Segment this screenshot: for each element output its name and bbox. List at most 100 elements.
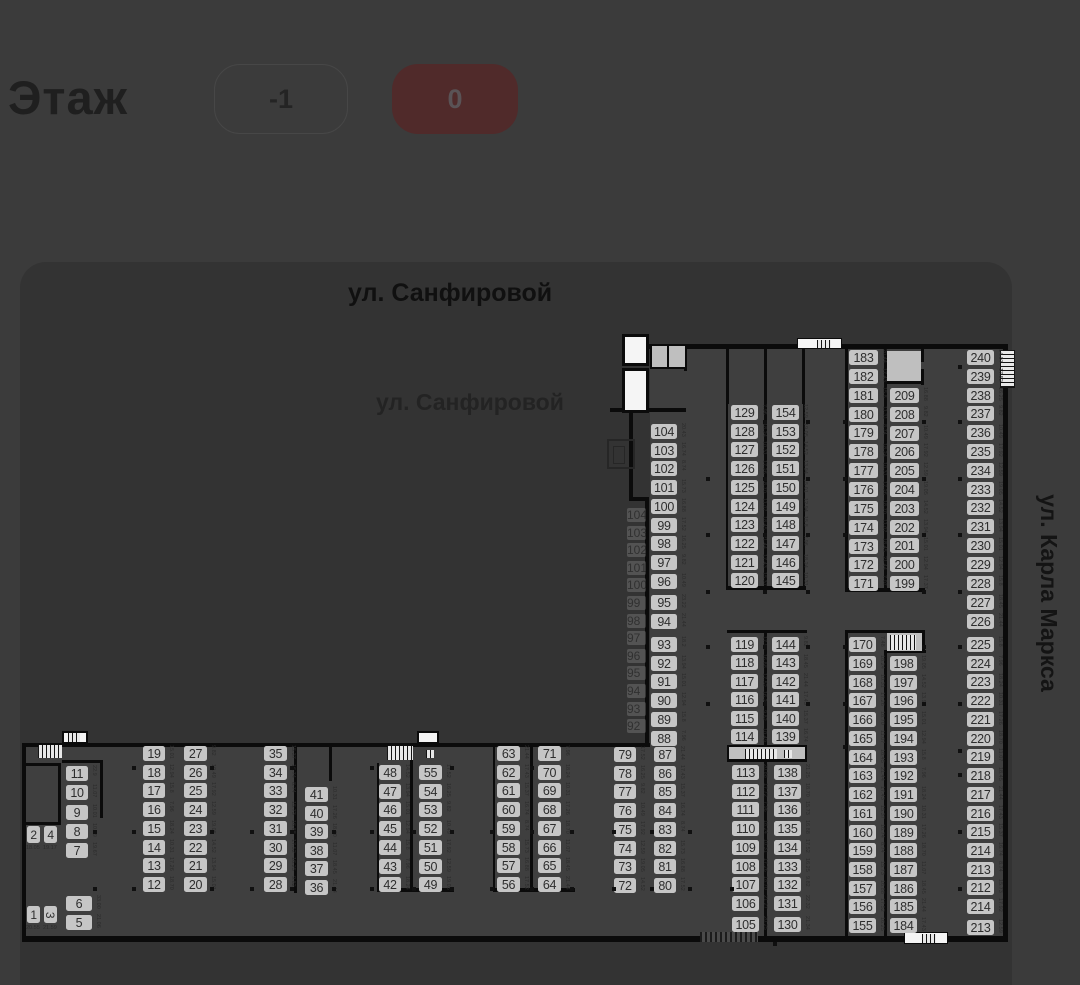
- parking-spot-51[interactable]: 51: [419, 840, 442, 855]
- parking-spot-66[interactable]: 66: [538, 840, 561, 855]
- parking-spot-106[interactable]: 106: [732, 896, 759, 911]
- parking-spot-28[interactable]: 28: [264, 877, 287, 892]
- parking-spot-188[interactable]: 188: [890, 843, 917, 858]
- parking-spot-59[interactable]: 59: [497, 821, 520, 836]
- parking-spot-212[interactable]: 212: [967, 880, 994, 895]
- parking-spot-184[interactable]: 184: [890, 918, 917, 933]
- parking-spot-216[interactable]: 216: [967, 806, 994, 821]
- parking-spot-84[interactable]: 84: [654, 803, 676, 818]
- parking-spot-151[interactable]: 151: [772, 461, 799, 476]
- parking-spot-217[interactable]: 217: [967, 787, 994, 802]
- floor-button-minus1[interactable]: -1: [214, 64, 348, 134]
- parking-spot-136[interactable]: 136: [774, 802, 801, 817]
- parking-spot-197[interactable]: 197: [890, 675, 917, 690]
- parking-spot-142[interactable]: 142: [772, 674, 799, 689]
- parking-spot-108[interactable]: 108: [732, 859, 759, 874]
- parking-spot-79[interactable]: 79: [614, 747, 636, 762]
- parking-spot-30[interactable]: 30: [264, 840, 287, 855]
- parking-spot-192[interactable]: 192: [890, 768, 917, 783]
- parking-spot-40[interactable]: 40: [305, 806, 328, 821]
- parking-spot-206[interactable]: 206: [890, 444, 919, 459]
- parking-spot-57[interactable]: 57: [497, 858, 520, 873]
- parking-spot-132[interactable]: 132: [774, 877, 801, 892]
- parking-spot-49[interactable]: 49: [419, 877, 442, 892]
- parking-spot-234[interactable]: 234: [967, 463, 994, 478]
- parking-spot-182[interactable]: 182: [849, 369, 878, 384]
- parking-spot-141[interactable]: 141: [772, 692, 799, 707]
- parking-spot-224[interactable]: 224: [967, 656, 994, 671]
- parking-spot-137[interactable]: 137: [774, 784, 801, 799]
- parking-spot-89[interactable]: 89: [651, 712, 677, 727]
- parking-spot-41[interactable]: 41: [305, 787, 328, 802]
- parking-spot-190[interactable]: 190: [890, 806, 917, 821]
- parking-spot-172[interactable]: 172: [849, 557, 878, 572]
- parking-spot-195[interactable]: 195: [890, 712, 917, 727]
- parking-spot-215[interactable]: 215: [967, 824, 994, 839]
- parking-spot-221[interactable]: 221: [967, 712, 994, 727]
- parking-spot-95[interactable]: 95: [651, 595, 677, 610]
- parking-spot-229[interactable]: 229: [967, 557, 994, 572]
- parking-spot-219[interactable]: 219: [967, 749, 994, 764]
- parking-spot-237[interactable]: 237: [967, 406, 994, 421]
- parking-spot-32[interactable]: 32: [264, 802, 287, 817]
- parking-spot-167[interactable]: 167: [849, 693, 876, 708]
- parking-spot-62[interactable]: 62: [497, 765, 520, 780]
- parking-spot-6[interactable]: 6: [66, 896, 92, 911]
- parking-spot-169[interactable]: 169: [849, 656, 876, 671]
- parking-spot-148[interactable]: 148: [772, 517, 799, 532]
- parking-spot-173[interactable]: 173: [849, 539, 878, 554]
- parking-spot-99[interactable]: 99: [651, 518, 677, 533]
- parking-spot-134[interactable]: 134: [774, 840, 801, 855]
- parking-spot-140[interactable]: 140: [772, 711, 799, 726]
- parking-spot-236[interactable]: 236: [967, 425, 994, 440]
- parking-spot-9[interactable]: 9: [66, 805, 88, 820]
- parking-spot-83[interactable]: 83: [654, 822, 676, 837]
- parking-spot-21[interactable]: 21: [184, 858, 207, 873]
- parking-spot-204[interactable]: 204: [890, 482, 919, 497]
- parking-spot-75[interactable]: 75: [614, 822, 636, 837]
- parking-spot-71[interactable]: 71: [538, 746, 561, 761]
- parking-spot-214[interactable]: 214: [967, 843, 994, 858]
- parking-spot-121[interactable]: 121: [731, 555, 758, 570]
- parking-spot-73[interactable]: 73: [614, 859, 636, 874]
- parking-spot-35[interactable]: 35: [264, 746, 287, 761]
- parking-spot-47[interactable]: 47: [379, 784, 401, 799]
- parking-spot-181[interactable]: 181: [849, 388, 878, 403]
- parking-spot-53[interactable]: 53: [419, 802, 442, 817]
- parking-spot-161[interactable]: 161: [849, 806, 876, 821]
- parking-spot-38[interactable]: 38: [305, 843, 328, 858]
- parking-spot-114[interactable]: 114: [731, 729, 758, 744]
- parking-spot-208[interactable]: 208: [890, 407, 919, 422]
- parking-spot-13[interactable]: 13: [143, 858, 165, 873]
- parking-spot-1[interactable]: 1: [27, 906, 40, 923]
- parking-spot-220[interactable]: 220: [967, 731, 994, 746]
- parking-spot-152[interactable]: 152: [772, 442, 799, 457]
- parking-spot-209[interactable]: 209: [890, 388, 919, 403]
- parking-spot-145[interactable]: 145: [772, 573, 799, 588]
- parking-spot-156[interactable]: 156: [849, 899, 876, 914]
- parking-spot-11[interactable]: 11: [66, 766, 88, 781]
- parking-spot-18[interactable]: 18: [143, 765, 165, 780]
- parking-spot-233[interactable]: 233: [967, 482, 994, 497]
- parking-spot-33[interactable]: 33: [264, 783, 287, 798]
- parking-spot-226[interactable]: 226: [967, 614, 994, 629]
- parking-spot-101[interactable]: 101: [651, 480, 677, 495]
- parking-spot-185[interactable]: 185: [890, 899, 917, 914]
- parking-spot-100[interactable]: 100: [651, 499, 677, 514]
- parking-spot-103[interactable]: 103: [651, 443, 677, 458]
- parking-spot-54[interactable]: 54: [419, 784, 442, 799]
- parking-spot-64[interactable]: 64: [538, 877, 561, 892]
- parking-spot-92[interactable]: 92: [651, 656, 677, 671]
- parking-spot-130[interactable]: 130: [774, 917, 801, 932]
- parking-spot-77[interactable]: 77: [614, 784, 636, 799]
- parking-spot-113[interactable]: 113: [732, 765, 759, 780]
- parking-spot-3[interactable]: 3: [44, 906, 58, 923]
- parking-spot-52[interactable]: 52: [419, 821, 442, 836]
- parking-spot-235[interactable]: 235: [967, 444, 994, 459]
- parking-spot-70[interactable]: 70: [538, 765, 561, 780]
- parking-spot-202[interactable]: 202: [890, 520, 919, 535]
- parking-spot-179[interactable]: 179: [849, 425, 878, 440]
- parking-spot-7[interactable]: 7: [66, 843, 88, 858]
- parking-spot-44[interactable]: 44: [379, 840, 401, 855]
- parking-spot-162[interactable]: 162: [849, 787, 876, 802]
